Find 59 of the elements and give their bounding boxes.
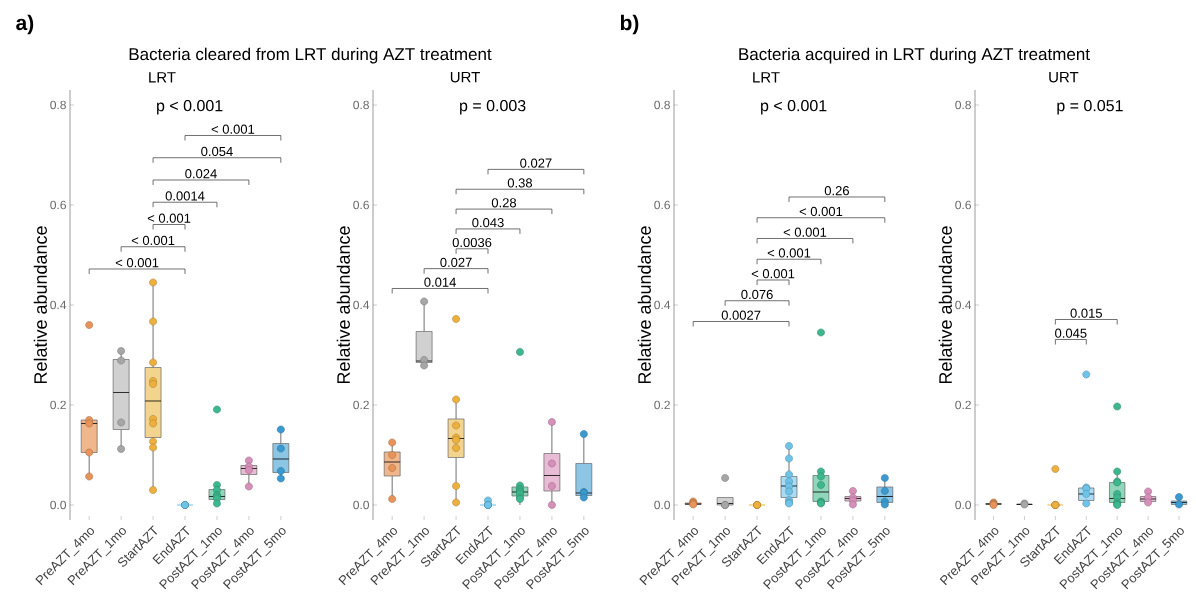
- annotation: 0.024: [185, 169, 217, 179]
- y-tick-label: 0.0: [50, 500, 67, 510]
- y-tick-label: 0.6: [50, 200, 66, 210]
- y-tick-label: 0.2: [353, 400, 369, 410]
- chart-title: LRT: [753, 72, 780, 83]
- y-tick-label: 0.8: [50, 100, 66, 110]
- annotation: 0.014: [424, 277, 456, 287]
- y-tick-label: 0.4: [50, 300, 67, 310]
- y-axis-title: Relative abundance: [33, 226, 47, 384]
- annotation: p < 0.001: [761, 99, 827, 115]
- annotation: 0.0027: [721, 310, 761, 320]
- annotation: 0.043: [472, 218, 504, 228]
- annotation: 0.26: [824, 186, 850, 196]
- y-tick-label: 0.4: [654, 300, 671, 310]
- annotation: < 0.001: [131, 235, 175, 246]
- annotation: p = 0.003: [460, 99, 526, 115]
- chart-title: URT: [1049, 71, 1079, 83]
- annotation: 0.28: [491, 198, 517, 208]
- annotation: p < 0.001: [157, 99, 223, 115]
- chart-title: LRT: [149, 72, 176, 83]
- text: a): [16, 14, 34, 35]
- y-axis-title: Relative abundance: [637, 226, 651, 384]
- annotation: < 0.001: [751, 269, 795, 279]
- y-tick-label: 0.6: [955, 200, 971, 210]
- annotation: < 0.001: [783, 227, 827, 237]
- y-axis-title: Relative abundance: [938, 226, 952, 384]
- y-tick-label: 0.4: [353, 300, 370, 310]
- annotation: < 0.001: [211, 124, 255, 134]
- y-tick-label: 0.8: [353, 100, 369, 110]
- chart-title: URT: [450, 71, 480, 83]
- y-tick-label: 0.0: [955, 500, 972, 510]
- annotation: p = 0.051: [1057, 99, 1123, 115]
- y-tick-label: 0.0: [353, 500, 370, 510]
- text: Bacteria cleared from LRT during AZT treatment: [129, 47, 492, 64]
- annotation: 0.015: [1070, 308, 1102, 318]
- y-tick-label: 0.8: [955, 100, 971, 110]
- annotation: 0.076: [741, 289, 773, 300]
- y-tick-label: 0.4: [955, 300, 972, 310]
- text: b): [620, 14, 639, 35]
- y-tick-label: 0.2: [955, 400, 971, 410]
- y-tick-label: 0.2: [654, 400, 670, 410]
- annotation: 0.0036: [452, 237, 492, 248]
- text: Bacteria acquired in LRT during AZT treatment: [739, 47, 1090, 64]
- annotation: 0.38: [507, 178, 533, 188]
- annotation: 0.045: [1055, 328, 1087, 338]
- y-tick-label: 0.6: [353, 200, 369, 210]
- y-tick-label: 0.8: [654, 100, 670, 110]
- annotation: < 0.001: [799, 206, 843, 217]
- y-tick-label: 0.0: [654, 500, 671, 510]
- annotation: 0.0014: [165, 191, 205, 201]
- annotation: < 0.001: [115, 258, 159, 268]
- annotation: 0.054: [201, 146, 233, 157]
- y-tick-label: 0.2: [50, 400, 66, 410]
- annotation: < 0.001: [147, 213, 191, 223]
- annotation: 0.027: [440, 257, 472, 267]
- annotation: < 0.001: [767, 248, 811, 258]
- annotation: 0.027: [520, 158, 552, 168]
- y-axis-title: Relative abundance: [336, 226, 350, 384]
- y-tick-label: 0.6: [654, 200, 670, 210]
